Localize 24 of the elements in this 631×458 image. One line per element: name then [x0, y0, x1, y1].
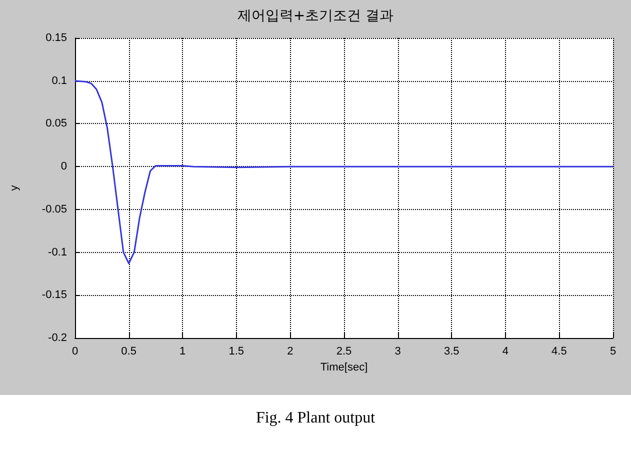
x-tick-label: 2.5 [336, 346, 352, 358]
y-tick-label: 0.15 [46, 32, 67, 44]
y-tick-label: 0.05 [46, 118, 67, 130]
x-tick-label: 0 [72, 346, 78, 358]
chart-title: 제어입력+초기조건 결과 [237, 8, 394, 24]
y-tick-label: -0.1 [48, 246, 67, 258]
x-tick-label: 1 [180, 346, 186, 358]
x-tick-label: 3 [394, 346, 401, 358]
x-tick-label: 2 [287, 346, 294, 358]
x-tick-label: 1.5 [228, 346, 244, 358]
caption: Fig. 4 Plant output [256, 410, 376, 426]
y-tick-label: 0 [60, 160, 67, 173]
x-tick-label: 0.5 [121, 346, 136, 358]
y-tick-label: -0.2 [48, 332, 67, 344]
x-tick-label: 4 [502, 346, 508, 358]
y-axis-title: y [8, 184, 20, 191]
x-axis-title: Time[sec] [320, 361, 368, 374]
y-tick-label: 0.1 [52, 74, 67, 87]
line-series [74, 80, 614, 264]
x-tick-label: 3.5 [444, 346, 460, 358]
x-tick-label: 4.5 [552, 346, 567, 358]
y-tick-label: -0.15 [42, 289, 67, 302]
x-tick-label: 5 [610, 346, 616, 358]
y-tick-label: -0.05 [42, 203, 67, 216]
